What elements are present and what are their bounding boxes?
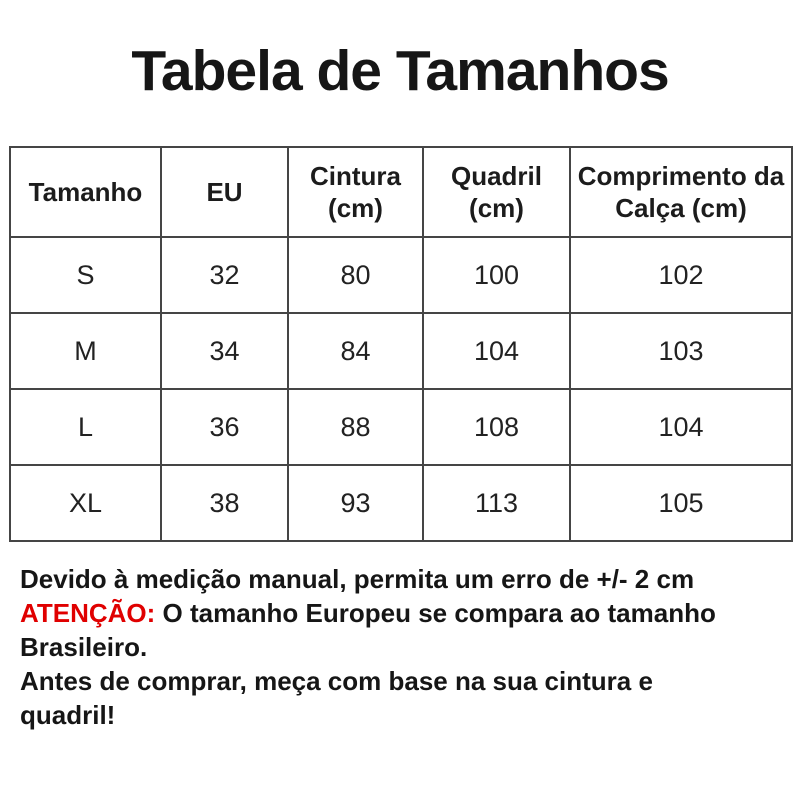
cell-size: M [9, 312, 162, 390]
col-header-waist: Cintura (cm) [287, 146, 424, 238]
cell-size: XL [9, 464, 162, 542]
table-row-m: M 34 84 104 103 [9, 312, 793, 390]
cell-eu: 36 [160, 388, 289, 466]
cell-size: S [9, 236, 162, 314]
cell-waist: 88 [287, 388, 424, 466]
col-header-hip: Quadril (cm) [422, 146, 571, 238]
cell-hip: 104 [422, 312, 571, 390]
table-row-xl: XL 38 93 113 105 [9, 464, 793, 542]
col-header-length-line2: Calça (cm) [615, 193, 747, 223]
cell-hip: 113 [422, 464, 571, 542]
cell-eu: 32 [160, 236, 289, 314]
cell-waist: 80 [287, 236, 424, 314]
cell-eu: 38 [160, 464, 289, 542]
col-header-waist-line1: Cintura [310, 161, 401, 191]
note-attention-continuation: Brasileiro. [20, 632, 148, 662]
col-header-length: Comprimento da Calça (cm) [569, 146, 793, 238]
table-row-l: L 36 88 108 104 [9, 388, 793, 466]
cell-length: 102 [569, 236, 793, 314]
col-header-eu-line1: EU [206, 177, 243, 207]
table-row-s: S 32 80 100 102 [9, 236, 793, 314]
col-header-eu: EU [160, 146, 289, 238]
attention-text: O tamanho Europeu se compara ao tamanho [155, 598, 716, 628]
cell-size: L [9, 388, 162, 466]
note-advice-continuation: quadril! [20, 700, 116, 730]
note-measurement-tolerance: Devido à medição manual, permita um erro… [20, 564, 695, 594]
cell-length: 105 [569, 464, 793, 542]
cell-length: 104 [569, 388, 793, 466]
col-header-waist-line2: (cm) [328, 193, 383, 223]
cell-eu: 34 [160, 312, 289, 390]
attention-label: ATENÇÃO: [20, 598, 156, 628]
note-advice: Antes de comprar, meça com base na sua c… [20, 666, 653, 696]
cell-waist: 93 [287, 464, 424, 542]
cell-length: 103 [569, 312, 793, 390]
size-table: Tamanho EU Cintura (cm) Quadril (cm) Com… [9, 146, 793, 542]
note-attention: ATENÇÃO: O tamanho Europeu se compara ao… [20, 596, 800, 630]
col-header-size: Tamanho [9, 146, 162, 238]
col-header-length-line1: Comprimento da [577, 161, 785, 191]
table-header-row: Tamanho EU Cintura (cm) Quadril (cm) Com… [9, 146, 793, 238]
col-header-hip-line1: Quadril [450, 161, 542, 191]
notes: Devido à medição manual, permita um erro… [20, 562, 800, 732]
page-title: Tabela de Tamanhos [131, 39, 669, 103]
col-header-size-line1: Tamanho [28, 177, 143, 207]
cell-hip: 100 [422, 236, 571, 314]
col-header-hip-line2: (cm) [469, 193, 524, 223]
cell-hip: 108 [422, 388, 571, 466]
cell-waist: 84 [287, 312, 424, 390]
